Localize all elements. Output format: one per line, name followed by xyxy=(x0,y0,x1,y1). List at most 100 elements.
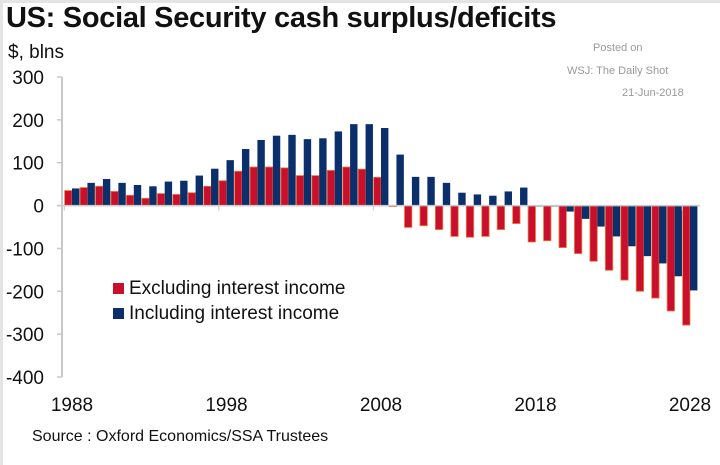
bar-excluding-1991 xyxy=(110,191,119,206)
bar-excluding-2007 xyxy=(357,168,366,206)
bar-excluding-2005 xyxy=(326,170,336,206)
bar-including-2012 xyxy=(442,182,451,206)
bar-including-2016 xyxy=(504,191,512,206)
bar-including-2024 xyxy=(628,205,636,247)
bar-including-2008 xyxy=(381,128,389,206)
bar-including-2026 xyxy=(659,205,667,264)
bar-excluding-2019 xyxy=(543,205,552,242)
bar-excluding-2012 xyxy=(434,205,444,230)
bar-excluding-2018 xyxy=(527,205,536,243)
frame-border-top xyxy=(0,0,720,3)
bar-including-2027 xyxy=(674,205,682,277)
y-ticks-group: 300 200 100 0 -100 -200 -300 -400 xyxy=(6,68,62,389)
bar-including-2021 xyxy=(581,205,590,219)
bar-excluding-2008 xyxy=(373,176,382,206)
bar-including-1999 xyxy=(241,149,250,206)
x-tick-label: 1998 xyxy=(205,395,247,416)
bar-excluding-2027 xyxy=(666,205,675,312)
bar-excluding-2022 xyxy=(589,205,598,262)
bar-excluding-2003 xyxy=(295,175,305,206)
bar-excluding-1993 xyxy=(141,197,150,206)
bar-excluding-2020 xyxy=(558,205,567,248)
bar-including-1988 xyxy=(72,188,80,206)
bar-including-2023 xyxy=(612,205,621,237)
bar-excluding-1995 xyxy=(172,194,181,206)
bar-including-2001 xyxy=(272,135,281,206)
x-tick-label: 2028 xyxy=(669,395,711,416)
bar-including-2015 xyxy=(489,195,497,206)
bar-including-2020 xyxy=(566,205,574,212)
legend: Excluding interest income Including inte… xyxy=(113,276,346,326)
bar-including-2005 xyxy=(334,131,343,206)
bar-excluding-2025 xyxy=(635,205,645,292)
x-ticks-group: 1988 1998 2008 2018 2028 xyxy=(51,205,711,416)
bar-including-1995 xyxy=(180,180,188,206)
bar-excluding-2017 xyxy=(512,205,521,224)
legend-swatch-excluding xyxy=(113,283,124,294)
bar-excluding-2004 xyxy=(311,175,320,206)
bar-including-2028 xyxy=(690,205,698,291)
bar-including-1991 xyxy=(118,182,126,206)
bar-excluding-1999 xyxy=(234,170,243,206)
legend-swatch-including xyxy=(113,308,124,319)
y-tick-label: 0 xyxy=(33,197,44,218)
bar-including-2025 xyxy=(643,205,652,257)
bar-excluding-2001 xyxy=(265,166,274,206)
bar-excluding-1996 xyxy=(187,192,196,206)
bar-including-1993 xyxy=(149,186,157,206)
y-axis-label: $, blns xyxy=(8,42,64,63)
bar-including-1994 xyxy=(164,181,173,206)
bar-including-2004 xyxy=(319,138,327,206)
y-tick-label: -400 xyxy=(6,368,44,389)
bar-excluding-1997 xyxy=(203,185,212,206)
source-note: Source : Oxford Economics/SSA Trustees xyxy=(32,428,329,445)
bar-including-1998 xyxy=(226,160,234,206)
frame-border-left xyxy=(0,0,3,465)
bar-including-1990 xyxy=(102,179,111,206)
x-tick-label: 1988 xyxy=(51,395,93,416)
posted-on-label: Posted on xyxy=(593,42,643,54)
bar-including-2006 xyxy=(350,124,358,206)
bar-including-2010 xyxy=(411,176,420,206)
bar-including-2017 xyxy=(520,187,528,206)
bar-excluding-2021 xyxy=(574,205,583,254)
posted-source-label: WSJ: The Daily Shot xyxy=(567,65,669,77)
bar-including-1997 xyxy=(211,168,219,206)
x-tick-label: 2008 xyxy=(360,395,402,416)
bar-excluding-2000 xyxy=(249,166,258,206)
y-tick-label: -100 xyxy=(6,239,44,260)
bar-excluding-1990 xyxy=(95,185,104,206)
y-tick-label: -200 xyxy=(6,282,44,303)
legend-item-excluding: Excluding interest income xyxy=(113,276,346,301)
bar-excluding-1998 xyxy=(218,180,227,206)
bar-excluding-2028 xyxy=(682,205,691,326)
bar-including-2000 xyxy=(257,140,265,206)
bar-excluding-2026 xyxy=(651,205,660,299)
y-tick-label: 100 xyxy=(12,154,44,175)
bar-excluding-1988 xyxy=(64,190,73,206)
legend-label-excluding: Excluding interest income xyxy=(129,278,346,299)
bar-including-1989 xyxy=(87,182,95,206)
bar-including-2014 xyxy=(473,194,482,206)
bar-including-2003 xyxy=(303,139,312,206)
bar-excluding-2002 xyxy=(280,167,289,206)
bar-excluding-1989 xyxy=(79,187,88,206)
posted-date-label: 21-Jun-2018 xyxy=(622,87,684,99)
bar-including-2007 xyxy=(365,124,373,206)
x-tick-label: 2018 xyxy=(514,395,556,416)
bar-excluding-2023 xyxy=(604,205,614,271)
bar-including-2011 xyxy=(427,176,435,206)
bar-including-1996 xyxy=(195,175,203,206)
bar-including-1992 xyxy=(133,185,142,206)
y-tick-label: -300 xyxy=(6,325,44,346)
bar-including-2002 xyxy=(288,134,296,206)
bars-group xyxy=(64,124,698,326)
legend-item-including: Including interest income xyxy=(113,301,346,326)
bar-including-2009 xyxy=(396,154,404,206)
y-tick-label: 300 xyxy=(12,68,44,89)
y-tick-label: 200 xyxy=(12,111,44,132)
bar-excluding-1992 xyxy=(126,194,135,206)
bar-excluding-2024 xyxy=(620,205,629,281)
bar-excluding-2006 xyxy=(342,166,351,206)
